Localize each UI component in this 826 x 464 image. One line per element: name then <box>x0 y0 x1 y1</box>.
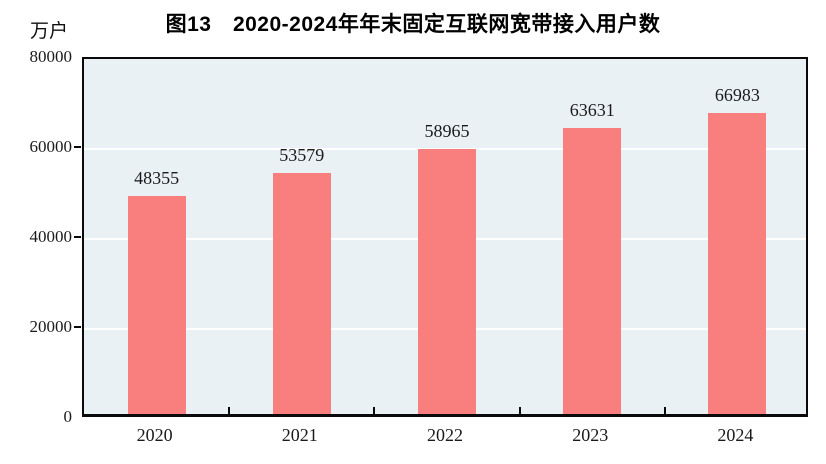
y-axis-unit-label: 万户 <box>30 21 69 42</box>
y-tick-label: 0 <box>63 407 73 426</box>
bar-value-label: 63631 <box>569 99 615 120</box>
x-tick-label: 2021 <box>281 425 318 445</box>
y-tick-mark <box>74 146 81 148</box>
bar-value-label: 48355 <box>134 168 180 189</box>
x-tick-label: 2022 <box>427 425 463 445</box>
bar <box>563 127 622 414</box>
y-tick-mark <box>74 236 81 238</box>
x-tick-mark <box>663 407 666 414</box>
y-tick-label: 20000 <box>29 317 73 336</box>
bar <box>127 196 186 414</box>
x-tick-label: 2020 <box>136 425 173 445</box>
bar <box>708 112 767 414</box>
bar <box>418 148 476 414</box>
x-tick-label: 2023 <box>572 425 609 445</box>
plot-area: 48355 53579 58965 63631 66983 <box>82 57 808 417</box>
x-tick-mark <box>228 407 231 414</box>
x-tick-mark <box>518 407 521 414</box>
bar-value-label: 58965 <box>424 120 470 141</box>
x-tick-mark <box>373 407 376 414</box>
chart-title: 图13 2020-2024年年末固定互联网宽带接入用户数 <box>165 13 661 36</box>
bar-value-label: 66983 <box>714 84 760 105</box>
y-tick-label: 60000 <box>29 137 73 156</box>
x-tick-label: 2024 <box>717 425 754 445</box>
bar <box>272 172 331 414</box>
y-tick-label: 40000 <box>29 227 73 246</box>
y-tick-label: 80000 <box>29 47 73 66</box>
bar-value-label: 53579 <box>279 144 325 165</box>
y-tick-mark <box>74 326 81 328</box>
